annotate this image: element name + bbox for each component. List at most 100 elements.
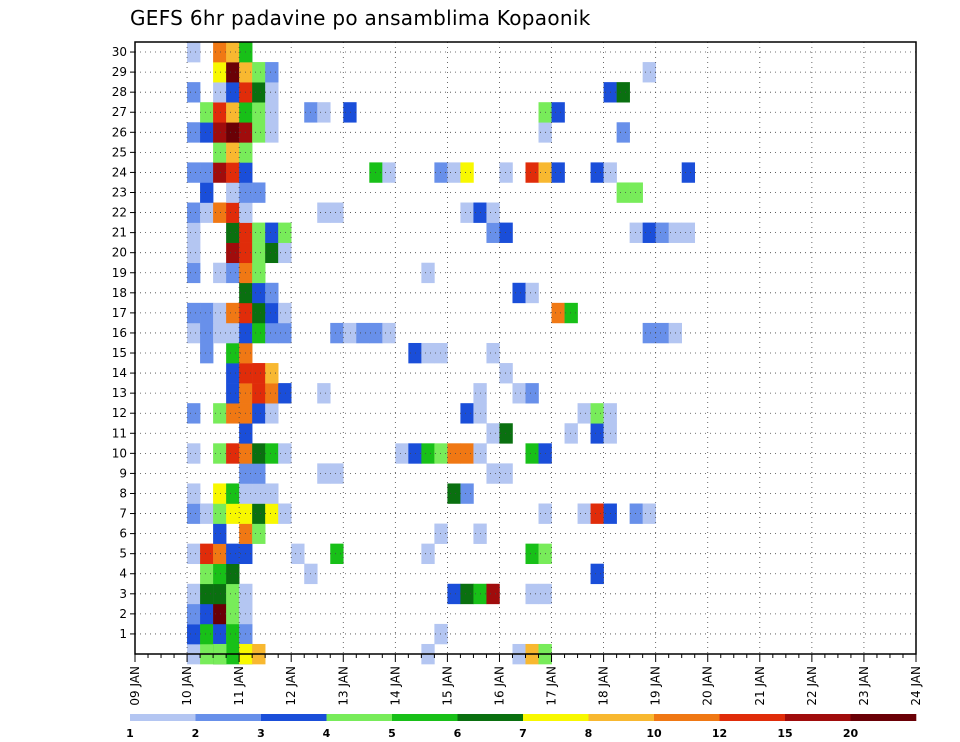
heatmap-cell	[200, 563, 214, 585]
heatmap-cell	[252, 503, 266, 524]
heatmap-cell	[265, 102, 279, 123]
colorbar-label: 3	[257, 727, 265, 740]
heatmap-cell	[226, 363, 240, 384]
heatmap-cell	[551, 162, 565, 183]
heatmap-cell	[252, 383, 266, 404]
heatmap-cell	[226, 82, 240, 103]
heatmap-cell	[200, 583, 214, 605]
colorbar-segment	[654, 714, 720, 721]
colorbar-segment	[785, 714, 851, 721]
heatmap-cell	[343, 322, 357, 344]
heatmap-cell	[317, 102, 331, 123]
heatmap-cell	[265, 403, 279, 424]
y-tick-label: 27	[112, 105, 127, 119]
heatmap-cell	[226, 62, 240, 83]
heatmap-cell	[265, 443, 279, 464]
heatmap-cell	[252, 82, 266, 103]
grid-lines	[134, 42, 917, 654]
heatmap-cell	[291, 543, 305, 565]
colorbar-segment	[130, 714, 196, 721]
heatmap-cell	[200, 162, 214, 183]
heatmap-cell	[265, 483, 279, 504]
heatmap-cell	[200, 322, 214, 344]
y-tick-label: 24	[112, 165, 127, 179]
colorbar-label: 15	[777, 727, 792, 740]
heatmap-cell	[252, 483, 266, 504]
y-tick-label: 14	[112, 366, 127, 380]
y-tick-label: 10	[112, 446, 127, 460]
heatmap-cell	[252, 262, 266, 284]
colorbar-label: 20	[843, 727, 859, 740]
y-tick-label: 3	[119, 587, 127, 601]
heatmap-cell	[616, 82, 630, 103]
heatmap-cell	[434, 443, 448, 464]
heatmap-cell	[187, 403, 201, 424]
x-axis: 09 JAN 10 JAN 11 JAN 12 JAN 13 JAN 14 JAN 15 J…	[128, 654, 923, 706]
heatmap-cell	[278, 383, 292, 404]
heatmap-cell	[226, 503, 240, 524]
heatmap-cell	[486, 202, 500, 223]
heatmap-cell	[187, 162, 201, 183]
heatmap-cell	[213, 42, 227, 63]
heatmap-cell	[213, 563, 227, 585]
heatmap-cell	[447, 443, 461, 464]
heatmap-cell	[187, 623, 201, 645]
heatmap-cell	[551, 302, 565, 324]
colorbar-segment	[392, 714, 458, 721]
heatmap-cell	[460, 483, 474, 504]
heatmap-cell	[343, 102, 357, 123]
heatmap-cell	[213, 162, 227, 183]
heatmap-cell	[655, 322, 669, 344]
heatmap-cell	[265, 383, 279, 404]
heatmap-cell	[655, 222, 669, 243]
heatmap-cell	[187, 543, 201, 565]
heatmap-cell	[226, 563, 240, 585]
heatmap-cell	[278, 242, 292, 264]
heatmap-cell	[187, 302, 201, 324]
y-tick-label: 29	[112, 65, 127, 79]
heatmap-cell	[499, 423, 513, 444]
heatmap-cell	[486, 583, 500, 605]
y-tick-label: 21	[112, 226, 127, 240]
y-tick-label: 5	[119, 547, 127, 561]
heatmap-cell	[590, 162, 604, 183]
heatmap-cell	[525, 282, 539, 304]
colorbar-segment	[326, 714, 393, 721]
heatmap-cell	[213, 583, 227, 605]
heatmap-cell	[200, 102, 214, 123]
heatmap-cell	[213, 102, 227, 123]
heatmap-cell	[226, 262, 240, 284]
heatmap-cell	[564, 423, 578, 444]
y-tick-label: 15	[112, 346, 127, 360]
heatmap-cell	[213, 202, 227, 223]
x-tick-label: 18 JAN	[597, 666, 611, 706]
heatmap-cell	[252, 322, 266, 344]
heatmap-cell	[213, 503, 227, 524]
heatmap-cell	[525, 443, 539, 464]
heatmap-cell	[213, 403, 227, 424]
heatmap-cell	[200, 503, 214, 524]
chart-title: GEFS 6hr padavine po ansamblima Kopaonik	[130, 6, 591, 30]
heatmap-cell	[629, 222, 643, 243]
y-tick-label: 13	[112, 386, 127, 400]
y-tick-label: 4	[119, 567, 127, 581]
heatmap-cell	[200, 122, 214, 143]
x-tick-label: 14 JAN	[388, 666, 402, 706]
heatmap-cell	[356, 322, 370, 344]
heatmap-cell	[213, 483, 227, 504]
heatmap-cells	[187, 42, 696, 665]
heatmap-cell	[226, 342, 240, 364]
heatmap-cell	[499, 222, 513, 243]
heatmap-cell	[226, 403, 240, 424]
heatmap-cell	[317, 383, 331, 404]
heatmap-cell	[226, 322, 240, 344]
y-tick-label: 30	[112, 45, 127, 59]
y-tick-label: 26	[112, 125, 127, 139]
heatmap-cell	[278, 322, 292, 344]
x-tick-label: 15 JAN	[440, 666, 454, 706]
heatmap-cell	[200, 182, 214, 203]
colorbar-segment	[523, 714, 589, 721]
heatmap-cell	[226, 182, 240, 203]
colorbar-segment	[719, 714, 786, 721]
heatmap-cell	[213, 262, 227, 284]
